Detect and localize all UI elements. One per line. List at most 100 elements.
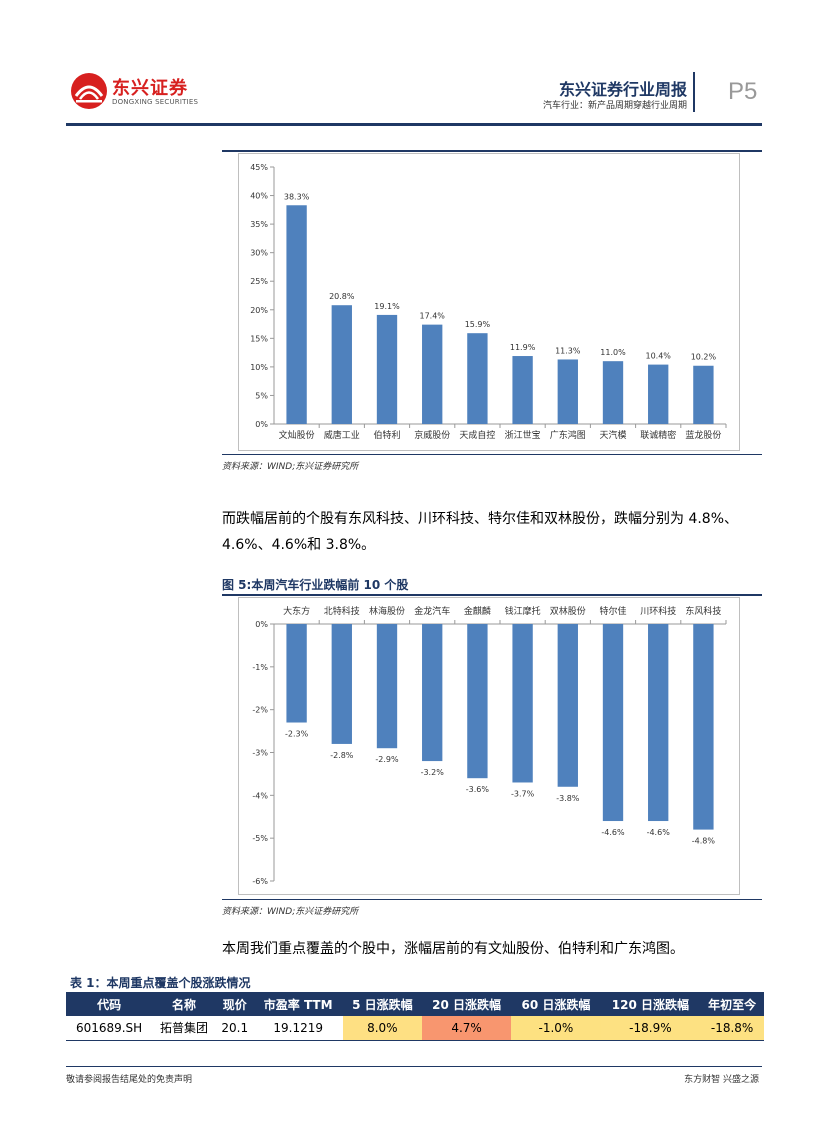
col-5d: 5 日涨跌幅 [342, 992, 422, 1016]
y-tick-label: 45% [250, 163, 268, 172]
col-code: 代码 [66, 992, 153, 1016]
bar [331, 624, 352, 744]
category-label: 金龙汽车 [414, 605, 450, 617]
bar [331, 305, 352, 424]
y-tick-label: -4% [252, 791, 268, 800]
cell-price: 20.1 [215, 1016, 254, 1041]
cell-5d: 8.0% [342, 1016, 422, 1041]
body-paragraph-decliners: 而跌幅居前的个股有东风科技、川环科技、特尔佳和双林股份，跌幅分别为 4.8%、4… [222, 511, 739, 553]
chart2-source: 资料来源：WIND;东兴证券研究所 [222, 907, 359, 917]
cell-60d: -1.0% [511, 1016, 601, 1041]
y-tick-label: 5% [255, 391, 268, 400]
company-logo: 东兴证券 DONGXING SECURITIES [70, 72, 200, 112]
col-120d: 120 日涨跌幅 [600, 992, 701, 1016]
y-tick-label: -6% [252, 877, 268, 886]
report-subtitle: 汽车行业：新产品周期穿越行业周期 [542, 101, 687, 111]
category-label: 川环科技 [640, 605, 676, 617]
chart1-top-rule [222, 150, 762, 152]
y-tick-label: 35% [250, 220, 268, 229]
category-label: 威唐工业 [324, 429, 360, 441]
y-tick-label: -1% [252, 663, 268, 672]
footer-disclaimer: 敬请参阅报告结尾处的免责声明 [66, 1075, 193, 1085]
y-tick-label: 0% [255, 420, 268, 429]
bar [648, 624, 669, 822]
report-title: 东兴证券行业周报 [558, 80, 687, 99]
col-ytd: 年初至今 [700, 992, 764, 1016]
data-label: -3.7% [511, 789, 535, 798]
data-label: -3.6% [466, 785, 490, 794]
category-label: 浙江世宝 [505, 429, 541, 441]
data-label: 20.8% [329, 292, 355, 301]
logo-mark-icon [71, 73, 107, 109]
category-label: 大东方 [283, 605, 310, 617]
cell-ytd: -18.8% [700, 1016, 764, 1041]
category-label: 文灿股份 [279, 429, 315, 441]
body-paragraph-coverage: 本周我们重点覆盖的个股中，涨幅居前的有文灿股份、伯特利和广东鸿图。 [222, 941, 684, 957]
category-label: 京威股份 [414, 429, 450, 441]
logo-cn-text: 东兴证券 [112, 78, 188, 99]
cell-pe: 19.1219 [253, 1016, 343, 1041]
y-tick-label: 15% [250, 334, 268, 343]
category-label: 双林股份 [550, 605, 586, 617]
data-label: 38.3% [284, 192, 310, 201]
bar [422, 324, 443, 424]
bar [286, 624, 307, 723]
footer-rule [66, 1066, 762, 1067]
y-tick-label: -5% [252, 834, 268, 843]
chart1-bottom-rule [222, 454, 762, 455]
category-label: 金麒麟 [464, 605, 491, 617]
data-label: 11.3% [555, 346, 581, 355]
chart1-frame [238, 153, 740, 451]
bar [602, 361, 624, 424]
coverage-table: 代码 名称 现价 市盈率 TTM 5 日涨跌幅 20 日涨跌幅 60 日涨跌幅 … [66, 992, 764, 1041]
bar [693, 624, 714, 830]
data-label: -2.8% [330, 751, 354, 760]
data-label: -3.2% [421, 768, 445, 777]
header-divider [693, 72, 695, 112]
table-row: 601689.SH 拓普集团 20.1 19.1219 8.0% 4.7% -1… [66, 1016, 764, 1041]
data-label: 17.4% [419, 312, 445, 321]
bar [557, 359, 578, 424]
data-label: -4.6% [647, 828, 671, 837]
bar [467, 624, 488, 779]
data-label: -2.3% [285, 730, 309, 739]
bar [376, 314, 398, 424]
y-tick-label: 20% [250, 306, 268, 315]
bar [512, 624, 533, 783]
chart2-caption: 图 5:本周汽车行业跌幅前 10 个股 [222, 578, 409, 592]
chart2-top-rule [222, 594, 762, 596]
header-rule [66, 123, 762, 126]
category-label: 广东鸿图 [550, 429, 586, 441]
data-label: 11.0% [600, 348, 626, 357]
bar [648, 364, 669, 424]
col-60d: 60 日涨跌幅 [511, 992, 601, 1016]
table-header-row: 代码 名称 现价 市盈率 TTM 5 日涨跌幅 20 日涨跌幅 60 日涨跌幅 … [66, 992, 764, 1016]
category-label: 特尔佳 [599, 605, 626, 617]
category-label: 天成自控 [459, 429, 495, 441]
bar [286, 205, 307, 424]
cell-20d: 4.7% [421, 1016, 512, 1041]
data-label: 11.9% [510, 343, 536, 352]
data-label: -4.6% [601, 828, 625, 837]
y-tick-label: 30% [250, 249, 268, 258]
bar [422, 624, 443, 762]
bar [557, 624, 578, 787]
y-tick-label: 0% [255, 620, 268, 629]
col-price: 现价 [215, 992, 254, 1016]
data-label: 10.4% [645, 352, 671, 361]
data-label: -3.8% [556, 794, 580, 803]
category-label: 联诚精密 [640, 429, 676, 441]
chart1-gainers: 0% 5% 10% 15% 20% 25% 30% 35% 40% 45% 文灿股份 38.3% 威唐工… [250, 163, 727, 441]
page-number: P5 [728, 78, 758, 105]
col-20d: 20 日涨跌幅 [421, 992, 512, 1016]
data-label: 10.2% [691, 353, 717, 362]
table-caption: 表 1：本周重点覆盖个股涨跌情况 [70, 976, 251, 990]
bar [693, 365, 714, 424]
data-label: 15.9% [465, 320, 491, 329]
category-label: 东风科技 [685, 605, 721, 617]
y-tick-label: -3% [252, 749, 268, 758]
y-tick-label: 10% [250, 363, 268, 372]
category-label: 蓝龙股份 [685, 429, 721, 441]
y-tick-label: 25% [250, 277, 268, 286]
category-label: 林海股份 [369, 605, 405, 617]
